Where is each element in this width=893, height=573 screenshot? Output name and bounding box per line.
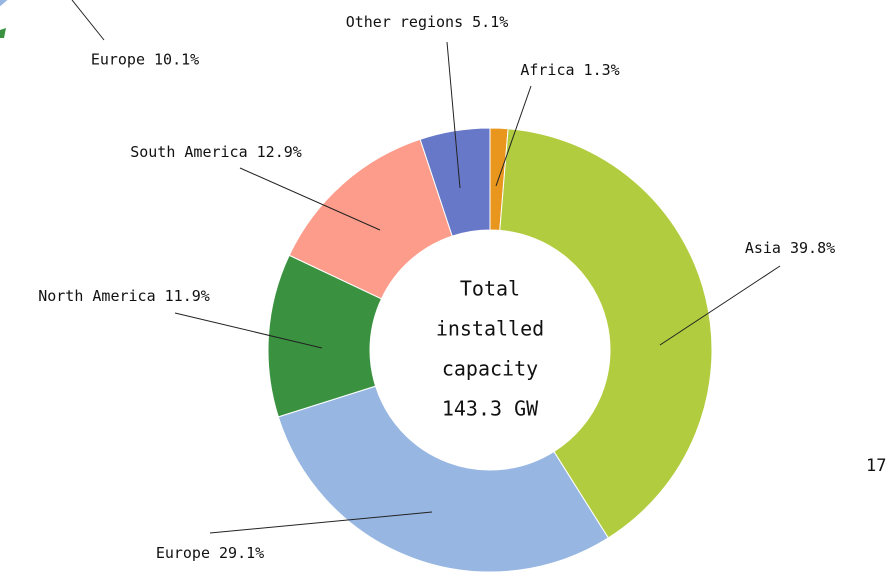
value-label: 11.9% [165, 287, 210, 305]
category-name: Europe [156, 544, 210, 562]
category-name: South America [130, 143, 247, 161]
center-text: installed [436, 317, 544, 341]
category-name: Asia [745, 239, 781, 257]
clipped-label: 17 [866, 456, 886, 476]
leader-line [174, 312, 323, 349]
slice-label: Europe 29.1% [156, 544, 264, 562]
value-label: 29.1% [219, 544, 264, 562]
donut-slice [419, 127, 491, 237]
center-text: Total [460, 277, 520, 301]
donut-slice [499, 128, 713, 539]
slice-label: Other regions 5.1% [346, 13, 509, 31]
center-text: capacity [442, 357, 538, 381]
category-name: North America [38, 287, 155, 305]
leader-line [446, 41, 461, 189]
leader-line [209, 511, 433, 534]
category-name: Africa [520, 61, 574, 79]
clipped-pie-fragment [0, 28, 6, 38]
slice-label: South America 12.9% [130, 143, 302, 161]
donut-slice [277, 385, 609, 573]
value-label: 39.8% [790, 239, 835, 257]
value-label: 12.9% [257, 143, 302, 161]
leader-line [239, 167, 381, 231]
category-name: Other regions [346, 13, 463, 31]
center-text: 143.3 GW [442, 397, 539, 421]
leader-line [495, 85, 532, 187]
value-label: 5.1% [472, 13, 508, 31]
slice-label: Africa 1.3% [520, 61, 619, 79]
clipped-label: Europe 10.1% [91, 51, 199, 69]
slice-label: Asia 39.8% [745, 239, 835, 257]
clipped-pie-fragment [0, 0, 8, 7]
slice-label: North America 11.9% [38, 287, 210, 305]
leader-line [71, 0, 105, 41]
value-label: 1.3% [584, 61, 620, 79]
leader-line [659, 265, 781, 346]
